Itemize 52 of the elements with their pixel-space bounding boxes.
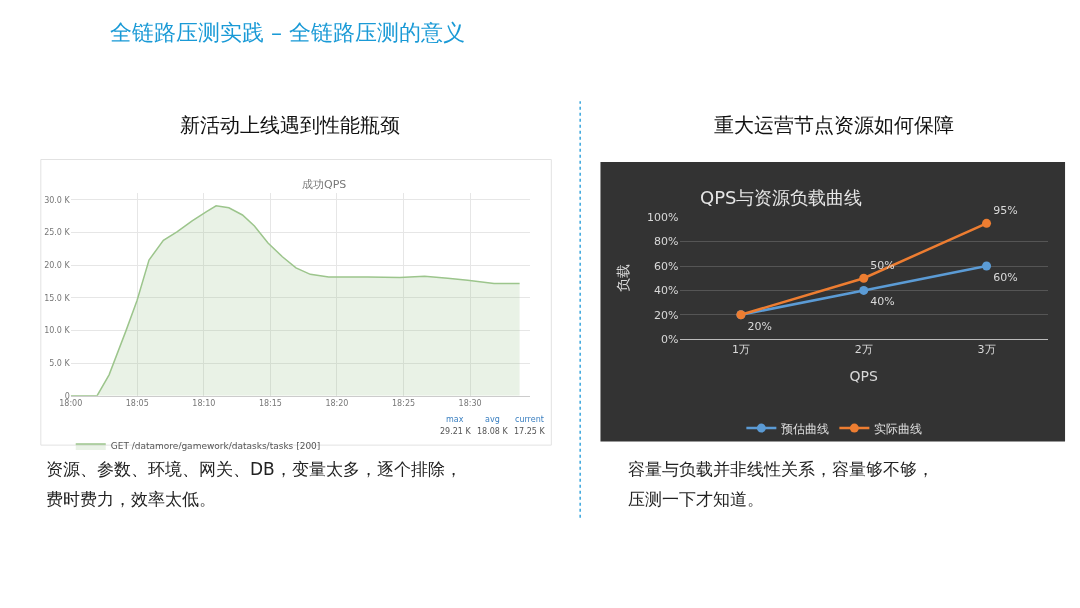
- y-axis-title: 负载: [614, 264, 631, 293]
- data-label: 95%: [993, 203, 1018, 217]
- y-tick-label: 80%: [654, 235, 679, 249]
- x-tick-label: 18:20: [325, 399, 349, 409]
- data-label: 40%: [870, 295, 895, 309]
- y-tick-label: 20%: [654, 308, 679, 322]
- x-axis-title: QPS: [849, 367, 879, 384]
- text: 新活动上线遇到性能瓶颈: [180, 113, 400, 137]
- y-tick-label: 5.0 K: [49, 358, 71, 368]
- y-tick-label: 10.0 K: [44, 326, 71, 336]
- y-tick-label: 0: [64, 391, 70, 401]
- text: 压测一下才知道。: [628, 489, 764, 509]
- text: 资源、参数、环境、网关、DB，变量太多，逐个排除，: [46, 459, 462, 479]
- x-tick-label: 18:30: [458, 399, 482, 409]
- point: [982, 261, 992, 271]
- text: 17.25 K: [514, 427, 546, 436]
- y-tick-label: 15.0 K: [44, 293, 71, 303]
- x-tick-label: 1万: [731, 343, 750, 357]
- x-tick-label: 18:25: [392, 399, 416, 409]
- legend-label: GET /datamore/gamework/datasks/tasks [200]: [110, 441, 321, 452]
- legend-label: 实际曲线: [874, 421, 923, 436]
- text: avg: [485, 415, 500, 424]
- x-tick-label: 18:10: [192, 399, 216, 409]
- y-tick-label: 30.0 K: [44, 195, 71, 205]
- x-tick-label: 18:15: [258, 399, 282, 409]
- text: max: [446, 415, 464, 424]
- chart-title: 成功QPS: [302, 178, 347, 191]
- point: [859, 273, 869, 283]
- text: 18.08 K: [477, 427, 509, 436]
- point: [859, 285, 869, 295]
- x-tick-label: 18:05: [125, 399, 149, 409]
- x-tick-label: 18:00: [59, 399, 83, 409]
- text: 29.21 K: [440, 427, 472, 436]
- data-label: 60%: [993, 270, 1018, 284]
- y-tick-label: 20.0 K: [44, 261, 71, 270]
- chart-title: QPS与资源负载曲线: [700, 187, 863, 208]
- text: 全链路压测实践 – 全链路压测的意义: [110, 20, 465, 45]
- text: 费时费力，效率太低。: [46, 489, 216, 509]
- y-tick-label: 40%: [654, 284, 679, 298]
- y-tick-label: 100%: [647, 211, 679, 225]
- x-tick-label: 3万: [977, 343, 996, 357]
- y-tick-label: 60%: [654, 259, 679, 273]
- legend-label: 预估曲线: [781, 421, 830, 436]
- text: 重大运营节点资源如何保障: [714, 113, 954, 137]
- y-tick-label: 0%: [661, 333, 679, 347]
- text: current: [515, 415, 544, 424]
- x-tick-label: 2万: [854, 343, 873, 357]
- text: 容量与负载并非线性关系，容量够不够，: [628, 459, 934, 479]
- point: [982, 218, 992, 228]
- data-label: 20%: [747, 319, 772, 333]
- data-label: 50%: [870, 258, 895, 272]
- y-tick-label: 25.0 K: [44, 228, 71, 238]
